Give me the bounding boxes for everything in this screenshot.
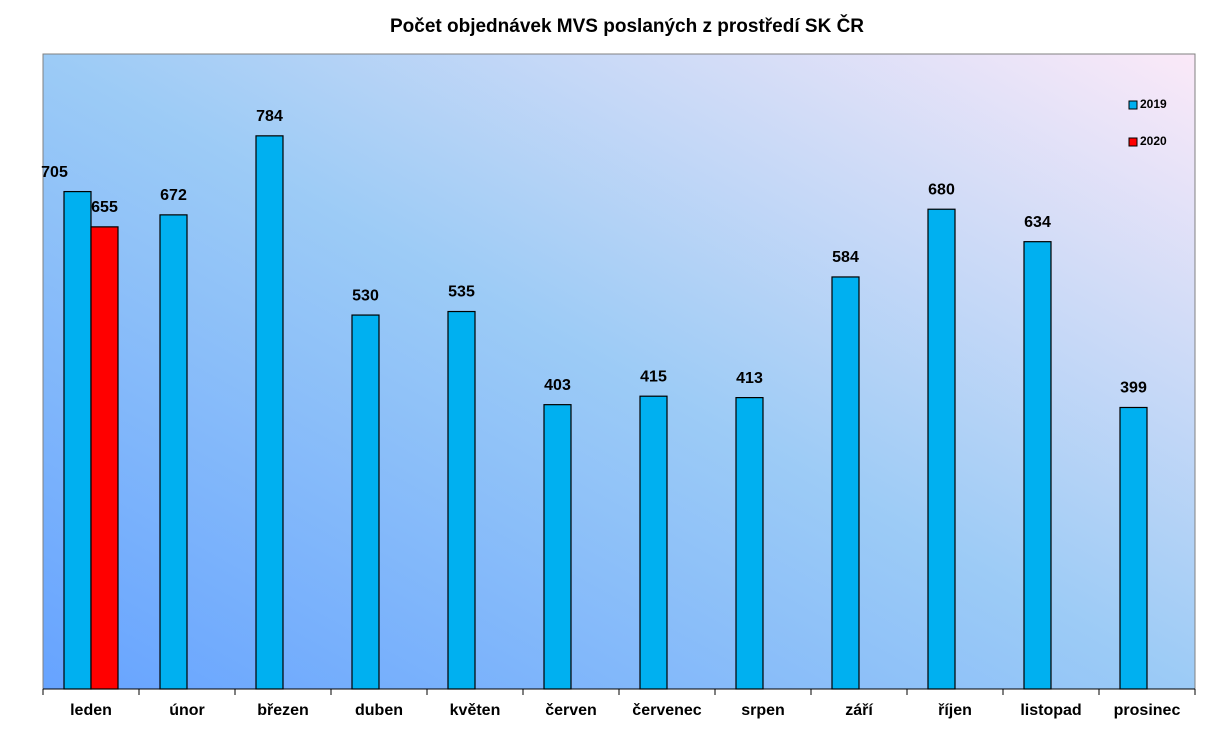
x-tick-label: duben — [355, 702, 403, 719]
value-label: 403 — [544, 377, 571, 394]
value-label: 584 — [832, 249, 859, 266]
value-label: 415 — [640, 368, 667, 385]
legend-label: 2020 — [1140, 134, 1167, 148]
x-tick-label: leden — [70, 702, 112, 719]
x-tick-label: říjen — [938, 702, 972, 719]
x-tick-label: červen — [545, 702, 597, 719]
bar — [1023, 241, 1052, 690]
bar — [63, 190, 92, 690]
x-tick-label: prosinec — [1114, 702, 1181, 719]
bar — [351, 314, 380, 690]
x-tick-label: listopad — [1020, 702, 1081, 719]
x-tick-label: květen — [450, 702, 501, 719]
x-tick-label: září — [845, 702, 873, 719]
x-tick-label: únor — [169, 702, 205, 719]
legend-swatch — [1128, 137, 1138, 147]
bar — [1119, 406, 1148, 690]
x-tick-label: březen — [257, 702, 309, 719]
legend-swatch — [1128, 100, 1138, 110]
x-tick-label: červenec — [632, 702, 701, 719]
value-label: 680 — [928, 181, 955, 198]
value-label: 399 — [1120, 380, 1147, 397]
value-label: 705 — [41, 164, 68, 181]
bar — [735, 397, 764, 690]
bar — [447, 310, 476, 690]
bar — [927, 208, 956, 690]
bar — [255, 135, 284, 690]
value-label: 535 — [448, 284, 475, 301]
bar — [543, 404, 572, 690]
bar — [639, 395, 668, 690]
chart-title: Počet objednávek MVS poslaných z prostře… — [390, 15, 864, 37]
bar — [831, 276, 860, 690]
x-tick-label: srpen — [741, 702, 785, 719]
value-label: 672 — [160, 187, 187, 204]
value-label: 634 — [1024, 214, 1051, 231]
bar — [159, 214, 188, 690]
value-label: 530 — [352, 287, 379, 304]
value-label: 413 — [736, 370, 763, 387]
legend-label: 2019 — [1140, 97, 1167, 111]
value-label: 784 — [256, 108, 283, 125]
plot-area — [42, 53, 1196, 690]
bar — [90, 226, 119, 690]
value-label: 655 — [91, 199, 118, 216]
